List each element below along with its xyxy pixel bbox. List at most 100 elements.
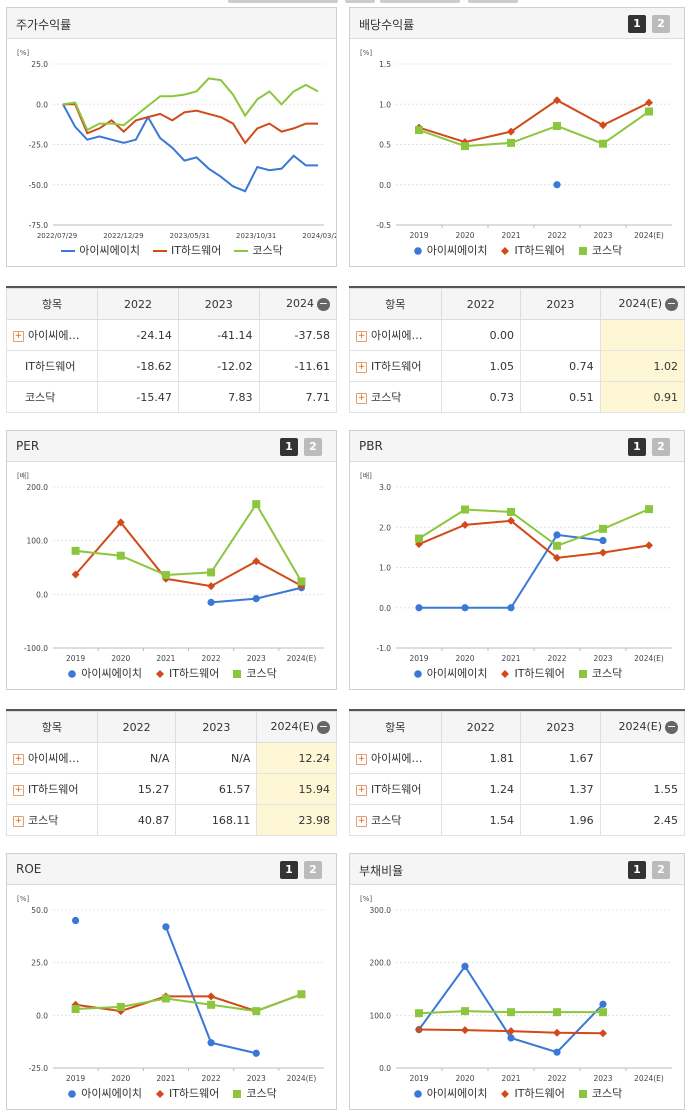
series-line-2 xyxy=(418,519,650,559)
data-point-3 xyxy=(507,1008,515,1017)
page-2-button[interactable]: 2 xyxy=(652,438,670,456)
data-point-3 xyxy=(297,577,306,586)
table-cell: 40.87 xyxy=(96,804,177,836)
page-2-button[interactable]: 2 xyxy=(304,438,322,456)
table-cell: -15.47 xyxy=(97,381,179,413)
legend-item: 아이씨에이치 xyxy=(66,665,142,681)
collapse-icon[interactable]: − xyxy=(317,296,330,311)
page-1-button[interactable]: 1 xyxy=(628,438,646,456)
table-cell: 15.27 xyxy=(96,773,177,805)
table-row: IT하드웨어 -18.62 -12.02 -11.61 xyxy=(5,350,338,382)
x-tick-label: 2020 xyxy=(111,654,130,663)
series-line-3 xyxy=(62,77,319,132)
data-point-2 xyxy=(116,518,125,527)
x-tick-label: 2021 xyxy=(501,231,520,240)
table-cell: 0.00 xyxy=(440,319,522,351)
x-tick-label: 2024(E) xyxy=(634,1074,664,1083)
table-cell: 1.05 xyxy=(440,350,522,382)
data-point-1 xyxy=(507,1034,515,1042)
add-compare-icon[interactable]: + xyxy=(356,784,367,796)
header-label: 2024(E) xyxy=(270,720,314,734)
series-line-1 xyxy=(164,926,257,1055)
x-tick-label: 2023/10/31 xyxy=(236,232,276,240)
data-point-1 xyxy=(162,923,170,931)
add-compare-icon[interactable]: + xyxy=(356,815,367,827)
collapse-icon[interactable]: − xyxy=(317,719,330,734)
row-label-cell[interactable]: + 코스닥 xyxy=(349,804,442,836)
header-label: 2024 xyxy=(286,297,314,311)
legend-item: IT하드웨어 xyxy=(499,665,565,681)
row-label-cell[interactable]: + 아이씨에… xyxy=(349,742,442,774)
page-2-button[interactable]: 2 xyxy=(304,861,322,879)
row-label-cell[interactable]: + 아이씨에… xyxy=(349,319,442,351)
x-tick-label: 2024/03/29 xyxy=(302,232,336,240)
table-cell xyxy=(599,742,686,774)
legend-item: 아이씨에이치 xyxy=(412,242,487,258)
row-label-cell[interactable]: + 코스닥 xyxy=(349,381,442,413)
data-point-1 xyxy=(207,598,215,606)
y-tick-label: 50.0 xyxy=(31,906,48,915)
row-label: IT하드웨어 xyxy=(371,783,422,796)
add-compare-icon[interactable]: + xyxy=(13,753,24,765)
row-label-cell[interactable]: + 아이씨에… xyxy=(6,742,98,774)
table-cell: -12.02 xyxy=(177,350,260,382)
legend-label: IT하드웨어 xyxy=(170,244,222,257)
add-compare-icon[interactable]: + xyxy=(356,330,367,342)
chart-area: [배] 200.0 100.0 0.0 -100.0 2019 2020 2021 2022 20… xyxy=(7,462,336,690)
panel-stock-return: 주가수익률 [%] 25.0 0.0 -25.0 -50.0 -75.0 2022/07/2… xyxy=(6,7,343,267)
panel-roe: ROE 1 2 [%] 50.0 25.0 0.0 -25.0 2019 2020 2021 2… xyxy=(6,853,337,1110)
row-label-cell[interactable]: + 코스닥 xyxy=(6,804,98,836)
legend-label: 아이씨에이치 xyxy=(426,1087,488,1100)
series-line-2 xyxy=(418,99,650,144)
row-label-cell[interactable]: + 아이씨에… xyxy=(5,319,99,351)
page-1-button[interactable]: 1 xyxy=(628,861,646,879)
legend-item: 아이씨에이치 xyxy=(60,242,140,258)
page-2-button[interactable]: 2 xyxy=(652,861,670,879)
add-compare-icon[interactable]: + xyxy=(13,784,24,796)
page-1-button[interactable]: 1 xyxy=(628,15,646,33)
chart-svg: [%] 1.5 1.0 0.5 0.0 -0.5 2019 2020 2021 2022 2023 2… xyxy=(360,49,672,240)
add-compare-icon[interactable]: + xyxy=(356,361,367,373)
table-row: + 코스닥 0.73 0.51 0.91 xyxy=(349,381,686,413)
collapse-icon[interactable]: − xyxy=(665,719,678,734)
legend-label: 아이씨에이치 xyxy=(79,244,140,257)
add-compare-icon[interactable]: + xyxy=(356,392,367,404)
data-point-2 xyxy=(553,96,561,105)
row-label-cell[interactable]: + IT하드웨어 xyxy=(349,350,442,382)
header-label: 항목 xyxy=(41,721,63,734)
legend-marker xyxy=(501,1090,510,1098)
series-line-3 xyxy=(75,502,303,582)
legend-item: 아이씨에이치 xyxy=(66,1085,142,1101)
data-point-2 xyxy=(207,992,216,1001)
data-point-3 xyxy=(553,1008,561,1017)
table-row: + 아이씨에… 1.81 1.67 xyxy=(349,742,686,774)
chart-svg: [%]50.0 25.0 0.0 -25.0 2019 2020 2021 2022 2023 2… xyxy=(17,895,324,1083)
legend-marker xyxy=(578,1090,587,1098)
add-compare-icon[interactable]: + xyxy=(13,330,24,342)
panel-header: PBR 1 2 xyxy=(350,431,684,462)
header-year: 2024(E) − xyxy=(256,711,337,743)
data-point-1 xyxy=(553,531,561,539)
legend-label: 코스닥 xyxy=(591,244,623,257)
legend-marker xyxy=(155,670,164,678)
table-cell: 1.37 xyxy=(520,773,601,805)
collapse-icon[interactable]: − xyxy=(665,296,678,311)
header-label: 항목 xyxy=(41,298,63,311)
table-row: + 코스닥 40.87 168.11 23.98 xyxy=(6,804,337,836)
row-label-cell[interactable]: + IT하드웨어 xyxy=(6,773,98,805)
legend-item: IT하드웨어 xyxy=(499,242,565,258)
page-1-button[interactable]: 1 xyxy=(280,861,298,879)
panel-debt-ratio: 부채비율 1 2 [%] 300.0 200.0 100.0 0.0 2019 2020 20… xyxy=(349,853,685,1110)
page-1-button[interactable]: 1 xyxy=(280,438,298,456)
page-2-button[interactable]: 2 xyxy=(652,15,670,33)
x-tick-label: 2023 xyxy=(247,1074,266,1083)
table-cell xyxy=(520,319,601,351)
add-compare-icon[interactable]: + xyxy=(13,815,24,827)
table-cell: 61.57 xyxy=(175,773,258,805)
row-label: 아이씨에… xyxy=(28,329,80,342)
add-compare-icon[interactable]: + xyxy=(356,753,367,765)
series-line-3 xyxy=(75,993,302,1013)
y-tick-label: -100.0 xyxy=(24,644,48,653)
table-cell: 0.74 xyxy=(520,350,601,382)
row-label-cell[interactable]: + IT하드웨어 xyxy=(349,773,442,805)
